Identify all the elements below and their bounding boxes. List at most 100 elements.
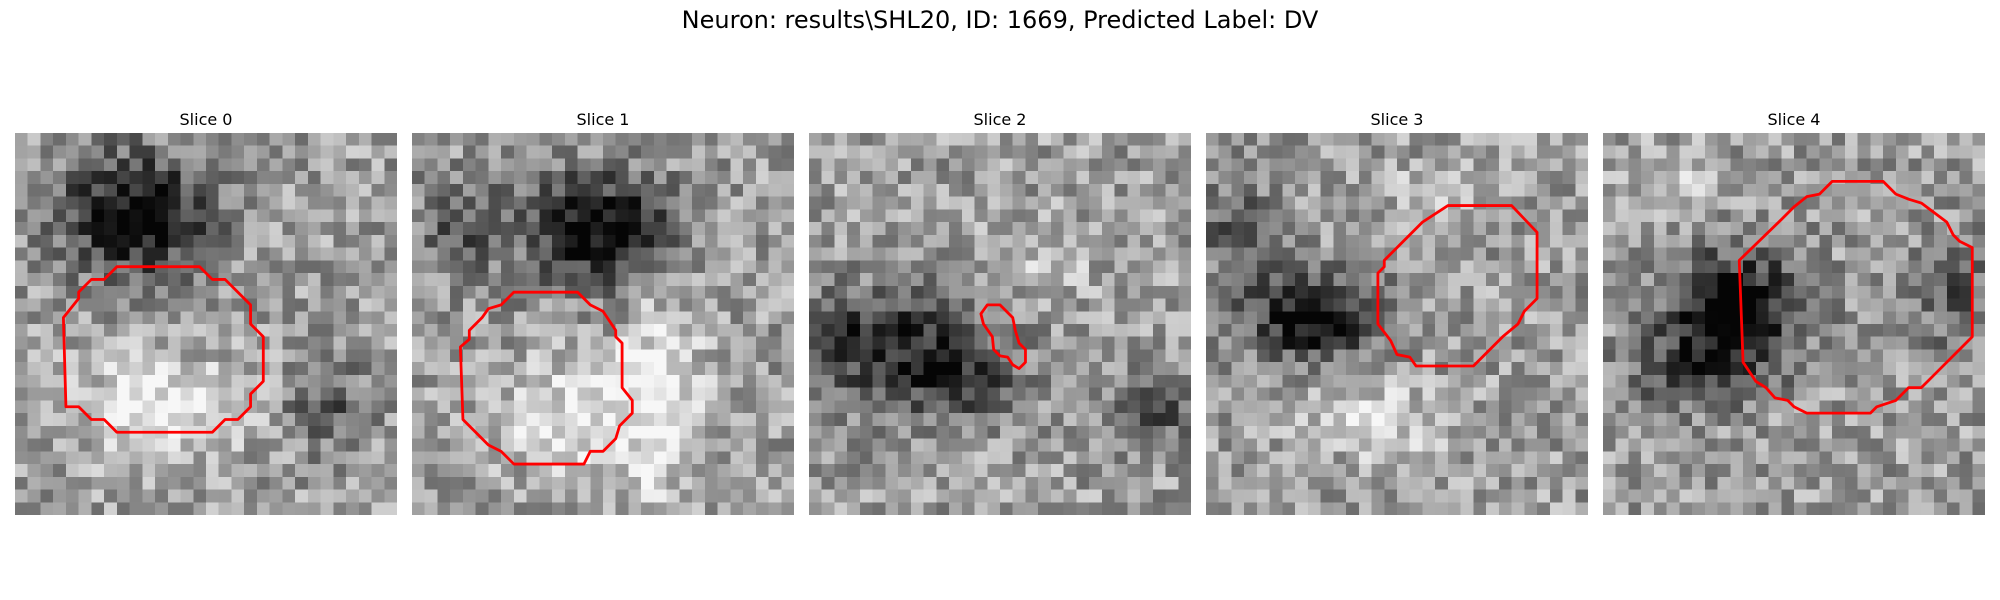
image-pixel (666, 413, 680, 427)
image-pixel (1806, 324, 1820, 337)
image-pixel (859, 336, 873, 350)
image-pixel (1679, 425, 1693, 439)
image-pixel (40, 171, 54, 185)
image-pixel (1076, 324, 1090, 337)
image-pixel (781, 247, 794, 261)
image-pixel (898, 324, 912, 337)
image-pixel (346, 145, 360, 159)
image-pixel (1946, 502, 1960, 515)
image-pixel (1050, 438, 1064, 452)
image-pixel (552, 336, 566, 350)
image-pixel (1333, 425, 1347, 439)
image-pixel (65, 464, 79, 478)
image-pixel (1333, 171, 1347, 185)
image-pixel (704, 451, 718, 465)
image-pixel (1460, 209, 1474, 223)
image-pixel (564, 298, 578, 312)
image-pixel (1562, 196, 1576, 210)
image-pixel (358, 196, 372, 210)
image-pixel (987, 362, 1001, 376)
image-pixel (526, 196, 540, 210)
image-pixel (1768, 183, 1782, 197)
image-pixel (1320, 247, 1334, 261)
image-pixel (1959, 145, 1973, 159)
image-pixel (730, 400, 744, 414)
image-pixel (755, 451, 769, 465)
image-pixel (768, 171, 782, 185)
image-pixel (1050, 349, 1064, 363)
image-pixel (898, 273, 912, 287)
image-pixel (1781, 311, 1795, 325)
image-pixel (1409, 183, 1423, 197)
image-pixel (412, 362, 425, 376)
image-pixel (53, 209, 67, 223)
image-pixel (1832, 324, 1846, 337)
image-pixel (346, 387, 360, 401)
image-pixel (1206, 196, 1219, 210)
image-pixel (1844, 336, 1858, 350)
image-pixel (1819, 247, 1833, 261)
image-pixel (1114, 145, 1128, 159)
image-pixel (27, 260, 41, 274)
image-pixel (333, 400, 347, 414)
image-pixel (193, 145, 207, 159)
image-pixel (1409, 209, 1423, 223)
image-pixel (462, 464, 476, 478)
image-pixel (923, 400, 937, 414)
image-pixel (346, 476, 360, 490)
image-pixel (1498, 374, 1512, 388)
image-pixel (155, 298, 169, 312)
image-pixel (142, 349, 156, 363)
image-pixel (27, 425, 41, 439)
image-pixel (834, 387, 848, 401)
image-pixel (27, 158, 41, 172)
image-pixel (1397, 209, 1410, 223)
image-pixel (412, 413, 425, 427)
image-pixel (1333, 451, 1347, 465)
image-pixel (603, 298, 616, 312)
image-pixel (91, 196, 105, 210)
image-pixel (424, 298, 438, 312)
image-pixel (1307, 476, 1321, 490)
image-pixel (590, 196, 604, 210)
image-pixel (809, 489, 822, 503)
image-pixel (1615, 324, 1629, 337)
image-pixel (1371, 349, 1385, 363)
image-pixel (513, 260, 527, 274)
image-pixel (320, 464, 334, 478)
image-pixel (1717, 349, 1731, 363)
image-pixel (1218, 336, 1232, 350)
image-pixel (1934, 196, 1948, 210)
image-pixel (1101, 158, 1115, 172)
image-pixel (781, 476, 794, 490)
image-pixel (320, 247, 334, 261)
image-pixel (1679, 145, 1693, 159)
image-pixel (307, 196, 321, 210)
image-pixel (1704, 158, 1718, 172)
image-pixel (1409, 285, 1423, 299)
image-pixel (641, 222, 655, 236)
image-pixel (1895, 336, 1909, 350)
image-pixel (1127, 387, 1141, 401)
image-pixel (1333, 285, 1347, 299)
image-pixel (1435, 451, 1449, 465)
image-pixel (1460, 273, 1474, 287)
image-pixel (1972, 476, 1985, 490)
image-pixel (1218, 183, 1232, 197)
image-pixel (936, 374, 950, 388)
image-pixel (1768, 324, 1782, 337)
image-pixel (1050, 222, 1064, 236)
image-pixel (1447, 234, 1461, 248)
image-pixel (1460, 502, 1474, 515)
image-pixel (1781, 413, 1795, 427)
image-pixel (1768, 260, 1782, 274)
image-pixel (1333, 387, 1347, 401)
image-pixel (1101, 196, 1115, 210)
image-pixel (1921, 222, 1935, 236)
image-pixel (1743, 234, 1757, 248)
image-pixel (641, 336, 655, 350)
image-pixel (1575, 349, 1588, 363)
image-pixel (218, 362, 232, 376)
image-pixel (307, 400, 321, 414)
image-pixel (1038, 273, 1052, 287)
